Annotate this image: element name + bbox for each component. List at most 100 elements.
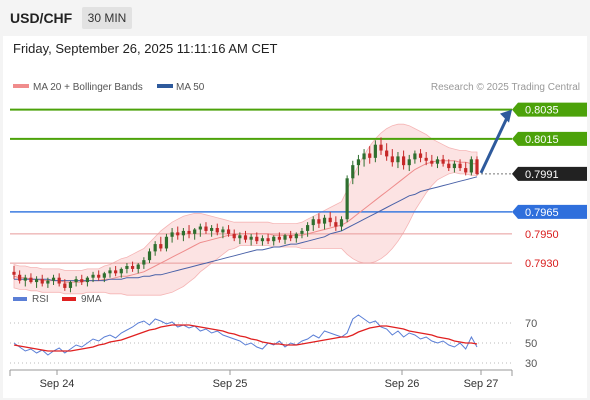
- ma20-legend-label: MA 20 + Bollinger Bands: [33, 82, 143, 93]
- candle-body: [413, 153, 417, 160]
- rsi-legend-label: RSI: [32, 294, 49, 305]
- bollinger-bands: [13, 123, 478, 296]
- candle-body: [334, 222, 338, 227]
- x-axis-labels: Sep 24 Sep 25 Sep 26 Sep 27: [40, 370, 499, 390]
- level-label: 0.7991: [525, 169, 559, 181]
- candle-body: [469, 159, 473, 173]
- candle-body: [187, 230, 191, 234]
- level-label-tag: [512, 204, 587, 219]
- x-axis-label: Sep 26: [385, 378, 420, 390]
- candle-body: [373, 144, 377, 158]
- candle-body: [91, 274, 95, 278]
- level-label-tag: [512, 102, 587, 117]
- timeframe-button[interactable]: 30 MIN: [82, 7, 132, 29]
- candle-body: [80, 279, 84, 283]
- candle-body: [23, 277, 27, 281]
- x-axis-label: Sep 27: [464, 378, 499, 390]
- candle-body: [74, 279, 78, 283]
- candle-body: [385, 150, 389, 157]
- candle-body: [328, 217, 332, 223]
- rsi-ma9-line: [13, 324, 478, 352]
- candle-body: [458, 163, 462, 169]
- candle-body: [311, 219, 315, 226]
- candle-body: [401, 156, 406, 166]
- candle-body: [475, 159, 479, 174]
- candle-body: [97, 274, 101, 278]
- credit-label: Research © 2025 Trading Central: [431, 82, 580, 93]
- candle-body: [390, 156, 394, 163]
- candle-body: [40, 279, 44, 284]
- projection-arrow-line: [479, 114, 510, 174]
- candle-body: [114, 270, 118, 274]
- candle-body: [260, 238, 265, 242]
- candle-body: [153, 244, 157, 252]
- candle-body: [34, 279, 39, 283]
- projection: [479, 109, 512, 174]
- candle-body: [164, 236, 169, 249]
- candle-body: [255, 236, 259, 242]
- candle-body: [170, 232, 174, 237]
- candle-body: [379, 144, 383, 151]
- candle-body: [294, 233, 298, 239]
- candle-body: [102, 273, 106, 278]
- candle-body: [57, 277, 61, 284]
- candle-body: [435, 159, 440, 164]
- candle-body: [430, 160, 434, 164]
- x-axis-label: Sep 24: [40, 378, 75, 390]
- candle-body: [249, 236, 253, 240]
- candle-body: [345, 178, 349, 220]
- candle-body: [283, 235, 287, 240]
- ma9-legend-swatch: [62, 297, 76, 301]
- rsi-level-label: 50: [525, 338, 537, 350]
- candle-body: [351, 165, 355, 179]
- candle-body: [68, 282, 73, 288]
- candle-body: [51, 277, 56, 281]
- level-label-tag: [512, 131, 587, 146]
- candle-body: [300, 230, 304, 234]
- candle-body: [46, 280, 50, 284]
- level-label-tag: [512, 166, 587, 181]
- level-label: 0.7930: [525, 258, 559, 270]
- candle-body: [452, 163, 457, 169]
- candle-body: [142, 260, 146, 265]
- candle-body: [193, 229, 197, 234]
- candle-body: [266, 238, 270, 242]
- candle-body: [85, 277, 90, 283]
- candle-body: [221, 229, 225, 233]
- ma50-line: [14, 176, 478, 282]
- candle-body: [322, 217, 327, 224]
- candle-body: [176, 232, 180, 236]
- candle-body: [289, 235, 293, 239]
- projection-arrow-head: [500, 109, 512, 123]
- instrument-title: USD/CHF: [10, 10, 73, 26]
- candle-body: [362, 153, 366, 160]
- candle-body: [12, 271, 16, 275]
- datetime-label: Friday, September 26, 2025 11:11:16 AM C…: [13, 41, 278, 56]
- rsi-level-label: 30: [525, 358, 537, 370]
- candle-body: [339, 219, 344, 227]
- level-label: 0.8035: [525, 105, 559, 117]
- candle-body: [226, 229, 231, 234]
- candle-body: [125, 266, 129, 269]
- ma9-legend-label: 9MA: [81, 294, 102, 305]
- candle-body: [396, 156, 400, 163]
- candle-body: [181, 230, 185, 236]
- candle-body: [464, 168, 468, 173]
- candle-body: [198, 226, 202, 230]
- candle-body: [136, 264, 140, 269]
- candle-body: [18, 274, 22, 281]
- candle-body: [356, 159, 361, 166]
- rsi-legend-swatch: [13, 297, 27, 301]
- candle-body: [424, 157, 428, 161]
- candle-body: [447, 163, 451, 169]
- candle-body: [63, 283, 67, 288]
- candle-body: [232, 233, 236, 239]
- candle-body: [418, 153, 423, 158]
- level-label: 0.7950: [525, 229, 559, 241]
- candle-body: [159, 244, 163, 249]
- chart-panel: [3, 36, 587, 398]
- bollinger-band-area: [13, 123, 478, 296]
- candle-body: [407, 159, 411, 166]
- rsi-panel: 70 50 30: [10, 314, 537, 370]
